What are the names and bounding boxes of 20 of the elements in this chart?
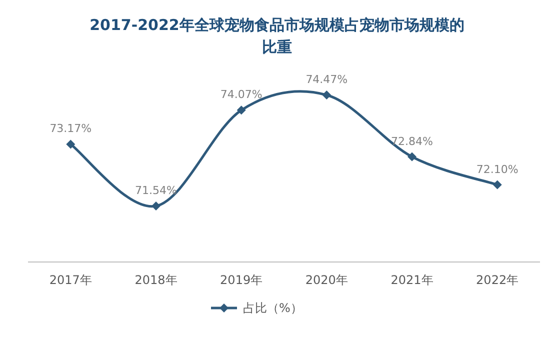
- data-label: 71.54%: [135, 184, 177, 197]
- point: [236, 106, 246, 115]
- data-label: 73.17%: [50, 122, 92, 136]
- data-label: 72.84%: [391, 134, 433, 148]
- x-tick-label: 2021年: [390, 273, 434, 287]
- x-tick-label: 2018年: [134, 273, 178, 287]
- data-label: 74.47%: [306, 73, 348, 86]
- x-tick-label: 2022年: [476, 273, 519, 287]
- point: [492, 180, 502, 190]
- x-tick-label: 2017年: [49, 273, 92, 287]
- point: [152, 202, 160, 210]
- point: [66, 140, 76, 149]
- point: [408, 152, 416, 162]
- data-label: 74.07%: [220, 88, 262, 102]
- point: [322, 90, 332, 100]
- data-label: 72.10%: [476, 162, 518, 176]
- legend-label: 占比（%）: [243, 301, 302, 315]
- x-tick-label: 2020年: [305, 273, 348, 287]
- x-tick-label: 2019年: [220, 273, 263, 287]
- chart-title: 2017-2022年全球宠物食品市场规模占宠物市场规模的比重: [90, 16, 464, 56]
